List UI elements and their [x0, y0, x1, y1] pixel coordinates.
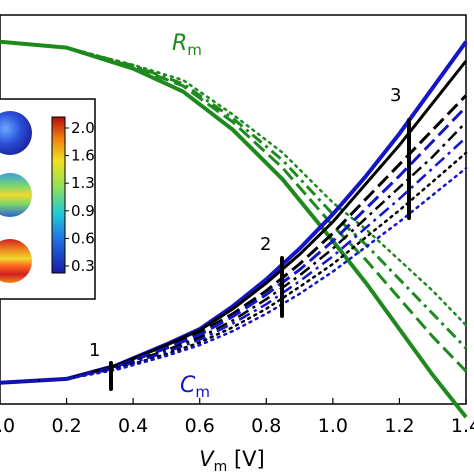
series-line-c-7: [0, 105, 468, 385]
x-axis: 0.0 0.2 0.4 0.6 0.8 1.0 1.2 1.4: [0, 398, 474, 437]
sphere-image-3: [0, 239, 32, 283]
label-rm: Rm: [172, 31, 202, 59]
x-tick-label-6: 1.2: [384, 415, 414, 437]
label-rm-symbol: R: [172, 31, 187, 56]
x-axis-label-unit: [V]: [227, 447, 264, 471]
x-axis-label: Vm [V]: [199, 447, 264, 474]
series-line-c-6: [0, 94, 468, 385]
colorbar: [51, 116, 66, 274]
series-line-c-10: [0, 151, 468, 384]
series-line-c-9: [0, 136, 467, 384]
marker-label-2: 2: [260, 234, 271, 255]
colorbar-tick-label-0: 2.0: [71, 119, 95, 137]
x-tick-label-3: 0.6: [185, 415, 215, 437]
x-tick-label-7: 1.4: [451, 415, 474, 437]
colorbar-ticks: 2.0 1.6 1.3 0.9 0.6 0.3: [65, 119, 95, 275]
x-axis-label-symbol: V: [199, 447, 215, 471]
inset-legend: 2.0 1.6 1.3 0.9 0.6 0.3: [0, 98, 96, 300]
marker-label-1: 1: [89, 340, 100, 361]
series-line-r-3: [0, 40, 468, 327]
series-line-c-5: [0, 60, 468, 385]
colorbar-tick-label-2: 1.3: [71, 174, 95, 192]
colorbar-tick-label-4: 0.6: [71, 229, 95, 247]
x-tick-label-0: 0.0: [0, 415, 15, 437]
x-tick-label-4: 0.8: [251, 415, 281, 437]
plot-frame: [0, 14, 467, 405]
colorbar-tick-label-1: 1.6: [71, 147, 95, 165]
marker-bars: [109, 118, 411, 391]
sphere-image-1: [0, 111, 32, 155]
colorbar-tick-label-5: 0.3: [71, 257, 95, 275]
x-tick-label-1: 0.2: [51, 415, 81, 437]
x-tick-label-5: 1.0: [318, 415, 348, 437]
series-lines: [0, 39, 468, 419]
sphere-image-2: [0, 173, 32, 217]
colorbar-tick-label-3: 0.9: [71, 202, 95, 220]
x-tick-label-2: 0.4: [118, 415, 148, 437]
marker-label-3: 3: [390, 85, 401, 106]
label-rm-sub: m: [187, 41, 202, 59]
label-cm-sub: m: [195, 383, 210, 401]
label-cm: Cm: [180, 373, 210, 401]
series-line-c-11: [0, 166, 468, 384]
label-cm-symbol: C: [180, 373, 196, 398]
x-axis-label-sub: m: [214, 459, 228, 474]
